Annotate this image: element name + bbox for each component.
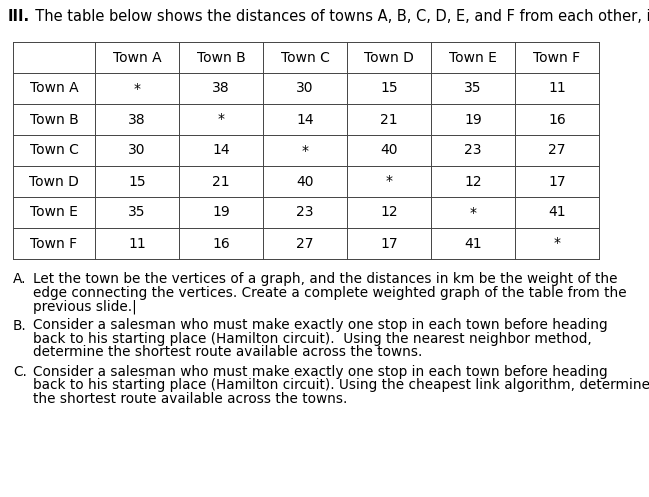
Text: 23: 23	[296, 205, 313, 220]
Text: 16: 16	[212, 237, 230, 250]
Text: 23: 23	[464, 144, 482, 158]
Text: *: *	[386, 174, 393, 188]
Text: 41: 41	[464, 237, 482, 250]
Text: Town C: Town C	[280, 51, 330, 65]
Text: the shortest route available across the towns.: the shortest route available across the …	[33, 392, 347, 406]
Text: 12: 12	[464, 174, 482, 188]
Text: Town A: Town A	[113, 51, 162, 65]
Text: 14: 14	[212, 144, 230, 158]
Text: The table below shows the distances of towns A, B, C, D, E, and F from each othe: The table below shows the distances of t…	[26, 9, 649, 24]
Text: Consider a salesman who must make exactly one stop in each town before heading: Consider a salesman who must make exactl…	[33, 319, 607, 332]
Text: 38: 38	[212, 82, 230, 95]
Text: 27: 27	[548, 144, 566, 158]
Text: *: *	[469, 205, 476, 220]
Text: 21: 21	[380, 112, 398, 127]
Text: 41: 41	[548, 205, 566, 220]
Text: 11: 11	[548, 82, 566, 95]
Text: Town E: Town E	[30, 205, 78, 220]
Text: 40: 40	[296, 174, 313, 188]
Text: determine the shortest route available across the towns.: determine the shortest route available a…	[33, 345, 422, 359]
Text: A.: A.	[13, 272, 27, 286]
Text: 35: 35	[464, 82, 482, 95]
Text: edge connecting the vertices. Create a complete weighted graph of the table from: edge connecting the vertices. Create a c…	[33, 285, 627, 300]
Text: Consider a salesman who must make exactly one stop in each town before heading: Consider a salesman who must make exactl…	[33, 365, 607, 379]
Text: Town D: Town D	[364, 51, 414, 65]
Text: previous slide.|: previous slide.|	[33, 299, 137, 314]
Text: Town F: Town F	[31, 237, 78, 250]
Text: Town B: Town B	[197, 51, 245, 65]
Text: Town D: Town D	[29, 174, 79, 188]
Text: Town A: Town A	[30, 82, 79, 95]
Text: Town C: Town C	[30, 144, 79, 158]
Text: 14: 14	[296, 112, 314, 127]
Text: Town B: Town B	[30, 112, 79, 127]
Text: 30: 30	[296, 82, 313, 95]
Text: *: *	[302, 144, 308, 158]
Text: 17: 17	[380, 237, 398, 250]
Text: 19: 19	[212, 205, 230, 220]
Text: 40: 40	[380, 144, 398, 158]
Text: 16: 16	[548, 112, 566, 127]
Text: Let the town be the vertices of a graph, and the distances in km be the weight o: Let the town be the vertices of a graph,…	[33, 272, 617, 286]
Text: 27: 27	[296, 237, 313, 250]
Text: B.: B.	[13, 319, 27, 332]
Text: *: *	[134, 82, 140, 95]
Text: back to his starting place (Hamilton circuit). Using the cheapest link algorithm: back to his starting place (Hamilton cir…	[33, 379, 649, 393]
Text: 12: 12	[380, 205, 398, 220]
Text: C.: C.	[13, 365, 27, 379]
Text: 21: 21	[212, 174, 230, 188]
Text: back to his starting place (Hamilton circuit).  Using the nearest neighbor metho: back to his starting place (Hamilton cir…	[33, 332, 592, 346]
Text: 19: 19	[464, 112, 482, 127]
Text: 11: 11	[128, 237, 146, 250]
Text: 30: 30	[129, 144, 146, 158]
Text: *: *	[554, 237, 561, 250]
Text: Town E: Town E	[449, 51, 497, 65]
Text: 35: 35	[129, 205, 146, 220]
Text: Town F: Town F	[533, 51, 581, 65]
Text: *: *	[217, 112, 225, 127]
Text: 15: 15	[380, 82, 398, 95]
Text: 15: 15	[129, 174, 146, 188]
Text: 38: 38	[129, 112, 146, 127]
Text: 17: 17	[548, 174, 566, 188]
Text: III.: III.	[8, 9, 30, 24]
